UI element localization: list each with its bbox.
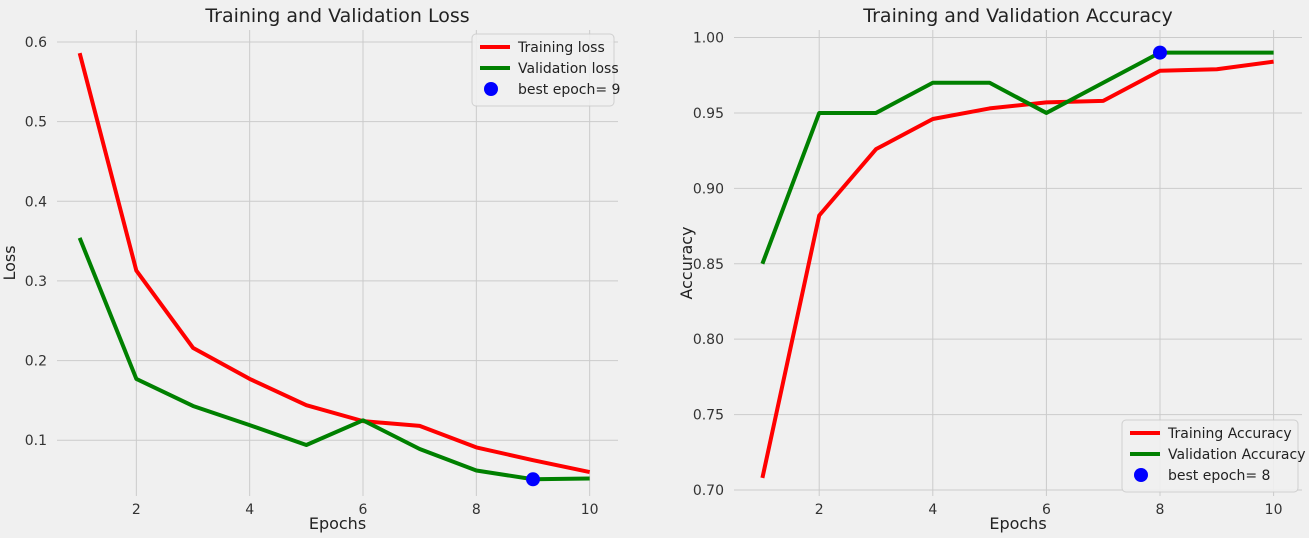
x-tick-label: 4	[245, 502, 254, 518]
series-line-training-loss	[77, 52, 591, 475]
legend-marker	[1134, 468, 1148, 482]
legend-label: Training Accuracy	[1167, 426, 1292, 442]
x-tick-label: 8	[1156, 502, 1165, 518]
x-tick-label: 2	[815, 502, 824, 518]
legend-label: Validation loss	[518, 61, 619, 77]
y-tick-label: 0.2	[25, 354, 47, 370]
x-tick-label: 10	[1265, 502, 1283, 518]
y-tick-label: 1.00	[693, 31, 724, 47]
legend-label: Training loss	[517, 40, 605, 56]
x-axis-label: Epochs	[989, 514, 1046, 533]
y-tick-label: 0.90	[693, 181, 724, 197]
y-tick-label: 0.3	[25, 274, 47, 290]
y-tick-label: 0.85	[693, 257, 724, 273]
legend-label: Validation Accuracy	[1168, 447, 1306, 463]
x-tick-label: 4	[928, 502, 937, 518]
x-tick-label: 10	[581, 502, 599, 518]
chart-title: Training and Validation Accuracy	[862, 5, 1172, 27]
series-line-training-accuracy	[760, 59, 1274, 479]
y-axis-label: Loss	[0, 245, 19, 280]
loss-chart: 2 4 6 8 10 0.1 0.2 0.3 0.4 0.5 0.6 Training and Val…	[0, 5, 620, 533]
legend-label: best epoch= 9	[518, 82, 620, 98]
chart-title: Training and Validation Loss	[204, 5, 469, 27]
y-tick-label: 0.5	[25, 115, 47, 131]
legend-box	[1121, 419, 1299, 493]
y-tick-label: 0.80	[693, 332, 724, 348]
y-tick-label: 0.95	[693, 106, 724, 122]
y-tick-label: 0.1	[25, 433, 47, 449]
best-epoch-marker	[1153, 45, 1167, 60]
x-axis-label: Epochs	[309, 514, 366, 533]
y-tick-label: 0.75	[693, 408, 724, 424]
y-tick-label: 0.6	[25, 35, 47, 51]
x-tick-label: 2	[132, 502, 141, 518]
x-tick-label: 8	[472, 502, 481, 518]
best-epoch-marker	[526, 472, 540, 487]
x-tick-label: 6	[1042, 502, 1051, 518]
y-tick-label: 0.4	[25, 194, 47, 210]
y-axis-label: Accuracy	[677, 226, 696, 299]
x-tick-label: 6	[359, 502, 368, 518]
accuracy-chart: 2 4 6 8 10 0.70 0.75 0.80 0.85 0.90 0.95 1.00 Traini…	[677, 5, 1306, 533]
legend-label: best epoch= 8	[1168, 468, 1270, 484]
series-line-validation-loss	[77, 237, 590, 482]
legend-box	[471, 33, 615, 107]
y-tick-label: 0.70	[693, 483, 724, 499]
series-line-validation-accuracy	[760, 50, 1274, 265]
legend-marker	[484, 82, 498, 96]
